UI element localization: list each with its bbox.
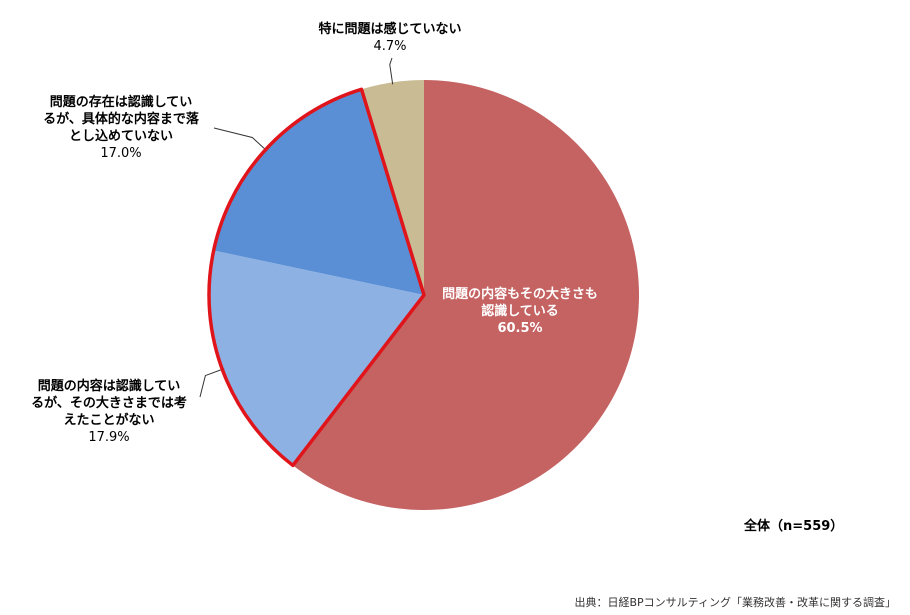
slice-2-pct: 17.0% [100, 146, 142, 161]
total-label: 全体（n=559） [744, 519, 844, 534]
leader-line-3 [389, 57, 394, 85]
slice-1-line-1: るが、その大きさまでは考 [31, 396, 187, 411]
slice-0-pct: 60.5% [497, 321, 543, 336]
label-slice-2: 問題の存在は認識してい るが、具体的な内容まで落 とし込めていない 17.0% [26, 94, 216, 162]
leader-line-1 [199, 368, 225, 398]
label-slice-1: 問題の内容は認識してい るが、その大きさまでは考 えたことがない 17.9% [14, 378, 204, 446]
slice-2-line-2: とし込めていない [68, 129, 173, 144]
source-note: 出典：日経BPコンサルティング「業務改善・改革に関する調査」 [574, 596, 896, 609]
slice-0-line-1: 認識している [481, 304, 559, 319]
slice-1-pct: 17.9% [88, 430, 130, 445]
slice-1-line-2: えたことがない [63, 413, 155, 428]
label-slice-3: 特に問題は感じていない 4.7% [290, 21, 490, 55]
pie-slice-1 [209, 250, 424, 466]
pie-slice-2 [213, 89, 424, 296]
label-slice-0: 問題の内容もその大きさも 認識している 60.5% [420, 286, 620, 337]
highlight-outline [207, 87, 426, 468]
slice-3-pct: 4.7% [373, 39, 407, 54]
pie-slice-0 [292, 80, 639, 510]
slice-1-line-0: 問題の内容は認識してい [37, 379, 181, 394]
leader-line-2 [213, 127, 268, 152]
slice-2-line-1: るが、具体的な内容まで落 [43, 112, 199, 127]
slice-2-line-0: 問題の存在は認識してい [49, 95, 193, 110]
slice-0-line-0: 問題の内容もその大きさも [442, 287, 598, 302]
slice-3-line-0: 特に問題は感じていない [318, 22, 462, 37]
